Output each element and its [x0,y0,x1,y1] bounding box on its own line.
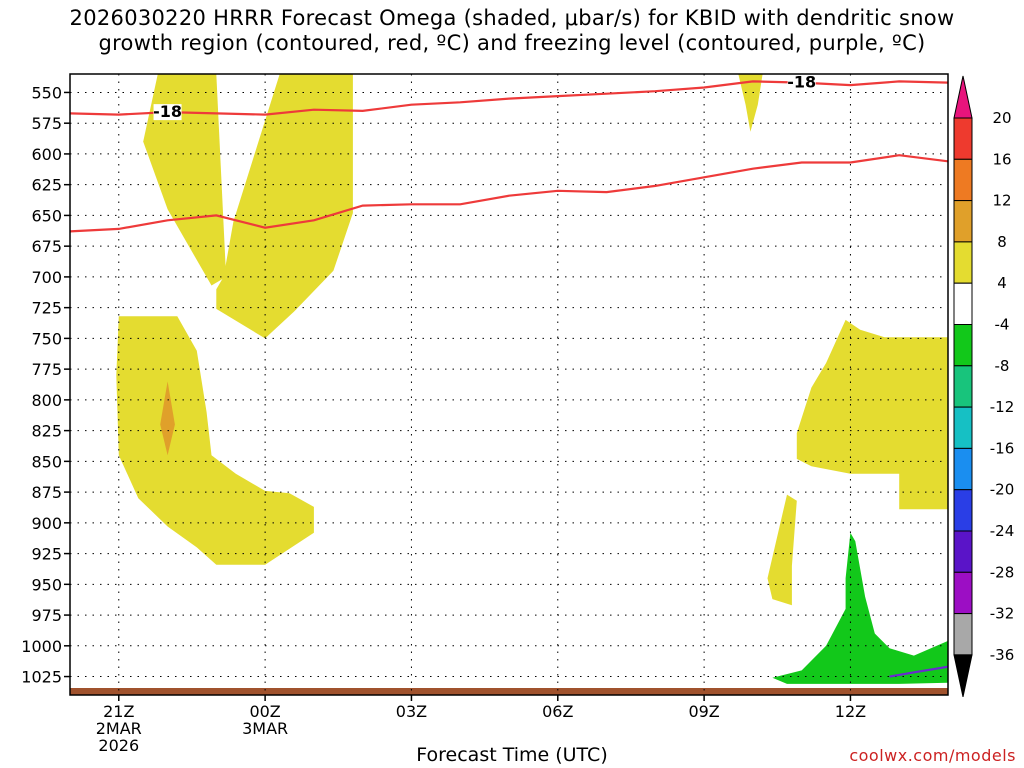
omega-region-top-right-sliver [738,74,763,132]
x-tick-label: 2MAR [96,719,142,738]
omega-region-upper-left [143,74,227,286]
dgz-minus-12-contour [70,154,948,233]
y-tick-label: 800 [31,391,62,410]
y-tick-label: 750 [31,329,62,348]
colorbar-bin [953,158,973,202]
omega-region-lower-left [116,316,314,565]
omega-region-lower-right-green [772,532,948,684]
contour-label: -18 [787,73,816,92]
colorbar-bin [953,200,973,243]
colorbar-bottom-arrow [953,654,973,698]
omega-region-upper-middle [216,74,353,339]
colorbar: 20 16 12 8 4 -4 -8 -12 -16 -20 -24 -28 -32 -36 [953,75,1015,698]
y-axis: 550 575 600 625 650 675 700 725 750 775 800 825 850 8… [21,83,70,687]
colorbar-bin [953,117,973,160]
x-tick-label: 21Z [103,702,134,721]
colorbar-label: 20 [992,109,1011,127]
colorbar-label: -32 [990,605,1015,623]
y-tick-label: 900 [31,514,62,533]
colorbar-label: -36 [990,646,1015,664]
x-tick-label: 06Z [542,702,573,721]
freezing-level-contour [889,665,948,678]
colorbar-bin [953,530,973,573]
contour-layer: -18 -18 [70,73,948,678]
colorbar-bin [953,365,973,408]
colorbar-label: 4 [997,274,1007,292]
x-tick-label: 3MAR [242,719,288,738]
y-tick-label: 600 [31,145,62,164]
x-axis-title: Forecast Time (UTC) [416,744,608,766]
x-tick-label: 12Z [835,702,866,721]
colorbar-label: 12 [992,192,1011,210]
y-tick-label: 1000 [21,637,62,656]
y-tick-label: 575 [31,114,62,133]
colorbar-label: -4 [995,316,1010,334]
contour-label-bg [787,74,816,91]
y-tick-label: 925 [31,545,62,564]
y-tick-label: 825 [31,422,62,441]
x-tick-label: 03Z [396,702,427,721]
site-credit[interactable]: coolwx.com/models [849,746,1016,765]
colorbar-bin [953,571,973,615]
omega-region-right [796,319,948,510]
colorbar-bin [953,241,973,284]
colorbar-label: -8 [995,357,1010,375]
y-tick-label: 675 [31,237,62,256]
colorbar-label: -16 [990,439,1015,457]
y-tick-label: 1025 [21,668,62,687]
colorbar-bin [953,406,973,449]
contour-label: -18 [153,102,182,121]
y-tick-label: 975 [31,606,62,625]
colorbar-bin [953,447,973,491]
omega-shading-layer [116,74,948,684]
colorbar-bin [953,613,973,656]
x-tick-label: 09Z [688,702,719,721]
colorbar-label: -24 [990,522,1015,540]
gridlines [70,74,948,695]
chart-title-line-1: 2026030220 HRRR Forecast Omega (shaded, … [69,6,955,30]
y-tick-label: 725 [31,299,62,318]
colorbar-bin [953,282,973,326]
colorbar-label: 8 [997,233,1007,251]
colorbar-label: -12 [990,398,1015,416]
terrain-layer [70,688,948,695]
colorbar-top-arrow [953,75,973,119]
chart-title-line-2: growth region (contoured, red, ºC) and f… [98,31,926,55]
y-tick-label: 550 [31,83,62,102]
colorbar-bin [953,324,973,367]
y-tick-label: 875 [31,483,62,502]
y-tick-label: 850 [31,452,62,471]
y-tick-label: 625 [31,176,62,195]
contour-label-bg [153,104,182,121]
colorbar-label: -20 [990,481,1015,499]
colorbar-label: -28 [990,563,1015,581]
omega-region-lower-left-core [160,381,175,456]
x-tick-label: 2026 [98,736,139,755]
y-tick-label: 775 [31,360,62,379]
y-tick-label: 700 [31,268,62,287]
y-tick-label: 650 [31,206,62,225]
omega-region-right-small [767,494,797,606]
colorbar-bin [953,489,973,532]
y-tick-label: 950 [31,575,62,594]
chart-title: 2026030220 HRRR Forecast Omega (shaded, … [0,6,1024,56]
terrain-ground-strip [70,688,948,695]
colorbar-label: 16 [992,150,1011,168]
plot-frame [69,73,949,696]
x-tick-label: 00Z [249,702,280,721]
